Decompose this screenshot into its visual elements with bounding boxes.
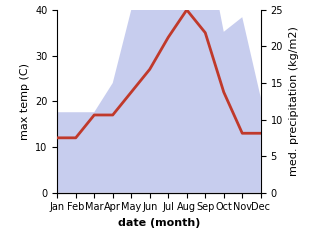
Y-axis label: med. precipitation (kg/m2): med. precipitation (kg/m2) bbox=[288, 26, 299, 176]
Y-axis label: max temp (C): max temp (C) bbox=[20, 63, 30, 140]
X-axis label: date (month): date (month) bbox=[118, 218, 200, 228]
